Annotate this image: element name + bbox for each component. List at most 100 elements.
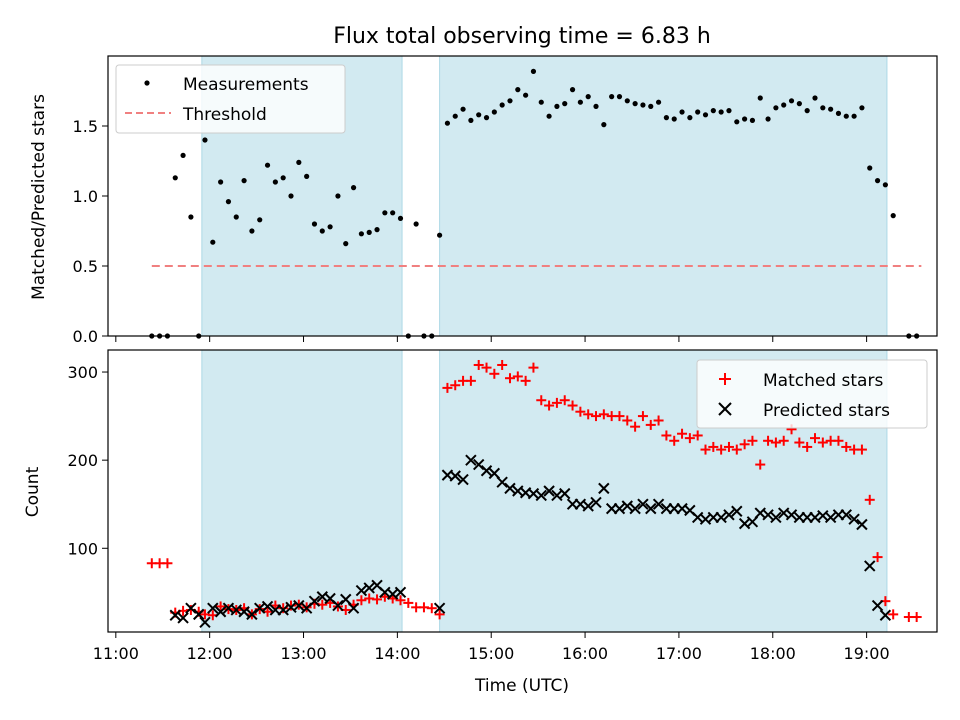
measurement-point-37: [437, 232, 443, 238]
predicted-point-6: [214, 606, 227, 618]
matched-point-52: [551, 397, 562, 408]
measurement-point-44: [491, 109, 497, 115]
predicted-point-51: [598, 482, 610, 495]
measurement-point-93: [874, 178, 881, 184]
measurement-point-83: [796, 101, 802, 107]
measurement-point-24: [335, 193, 341, 199]
measurement-point-42: [476, 112, 482, 118]
matched-point-50: [536, 395, 547, 406]
matched-point-78: [755, 459, 766, 470]
measurement-point-95: [890, 213, 896, 219]
bot-y-tick-label-0: 100: [67, 539, 98, 558]
shaded-span-1: [439, 55, 888, 337]
measurement-point-81: [781, 102, 787, 108]
matched-point-92: [864, 494, 875, 505]
matched-point-93: [872, 552, 883, 563]
predicted-point-73: [770, 511, 782, 524]
predicted-point-85: [864, 560, 876, 572]
measurement-point-73: [718, 109, 724, 115]
measurement-point-16: [272, 179, 278, 185]
top-y-tick-label-1: 0.5: [73, 257, 98, 276]
measurement-point-30: [382, 210, 388, 216]
bot-y-tick-label-1: 200: [67, 451, 98, 470]
matched-point-9: [215, 601, 226, 612]
measurement-point-62: [632, 101, 638, 107]
measurement-point-12: [241, 178, 247, 184]
legend-measurements-label: Measurements: [183, 75, 309, 95]
predicted-point-75: [785, 509, 798, 521]
measurement-point-89: [843, 113, 849, 119]
predicted-point-66: [715, 511, 727, 524]
predicted-point-83: [848, 513, 860, 525]
top-y-tick-label-2: 1.0: [73, 187, 98, 206]
legend-threshold-label: Threshold: [182, 105, 267, 125]
measurement-point-80: [773, 105, 779, 111]
matched-point-54: [567, 400, 578, 411]
predicted-point-2: [185, 602, 197, 614]
measurement-point-21: [311, 221, 318, 227]
measurement-point-61: [624, 98, 630, 104]
measurement-point-70: [695, 109, 701, 115]
predicted-point-12: [261, 600, 274, 613]
matched-point-62: [630, 421, 641, 432]
predicted-point-80: [824, 511, 837, 524]
x-tick-label-6: 17:00: [656, 644, 702, 663]
measurement-point-52: [554, 103, 560, 109]
matched-point-57: [591, 411, 602, 422]
top-y-tick-label-0: 0.0: [73, 327, 98, 346]
measurement-point-4: [180, 152, 186, 158]
matched-point-29: [372, 594, 383, 605]
chart-title: Flux total observing time = 6.83 h: [333, 24, 711, 49]
legend-matched-marker: [719, 373, 731, 385]
matched-point-32: [395, 595, 406, 606]
measurement-point-53: [562, 101, 568, 107]
x-tick-label-0: 11:00: [93, 644, 139, 663]
matched-point-73: [716, 444, 727, 455]
measurement-point-46: [507, 98, 513, 104]
predicted-point-30: [433, 602, 446, 614]
measurement-point-9: [218, 179, 224, 185]
measurement-point-91: [859, 105, 865, 111]
predicted-point-68: [731, 505, 743, 517]
measurement-point-86: [820, 105, 826, 111]
measurement-point-20: [304, 173, 310, 179]
measurement-point-40: [460, 106, 466, 112]
predicted-point-10: [246, 608, 258, 621]
predicted-point-14: [277, 604, 289, 616]
bottom-y-ticks: 100 200 300: [67, 363, 108, 558]
measurement-point-94: [882, 182, 888, 188]
predicted-point-33: [457, 473, 469, 486]
predicted-point-24: [355, 584, 368, 597]
measurement-point-84: [804, 108, 810, 114]
predicted-point-49: [582, 500, 594, 512]
bottom-x-ticks: 11:00 12:00 13:00 14:00 15:00 16:00 17:00 18:00…: [93, 632, 890, 663]
matched-point-56: [583, 409, 594, 420]
measurement-point-54: [569, 87, 576, 93]
predicted-point-44: [543, 485, 555, 497]
matched-point-83: [794, 437, 805, 448]
matched-point-49: [528, 362, 539, 373]
matched-point-84: [802, 441, 813, 452]
top-y-ticks: 0.0 0.5 1.0 1.5: [73, 117, 108, 346]
predicted-point-87: [879, 609, 892, 621]
measurement-point-64: [648, 103, 654, 109]
measurement-point-14: [257, 217, 263, 223]
predicted-point-46: [559, 487, 571, 500]
predicted-point-57: [645, 502, 657, 515]
bottom-panel: 100 200 300 11:00 12:00 13:00 14:00 15:00 16:00…: [23, 349, 938, 696]
matched-point-43: [481, 362, 492, 373]
matched-point-64: [645, 419, 656, 430]
measurement-point-8: [210, 239, 216, 245]
predicted-point-4: [199, 616, 211, 629]
x-tick-label-8: 19:00: [844, 644, 890, 663]
measurement-point-60: [616, 94, 623, 100]
predicted-point-32: [449, 470, 461, 482]
measurement-point-65: [655, 99, 662, 105]
predicted-point-21: [332, 599, 344, 612]
matched-point-37: [434, 609, 445, 620]
matched-point-69: [684, 433, 695, 444]
top-panel: 0.0 0.5 1.0 1.5 Matched/Predicted stars Mea…: [29, 55, 938, 346]
matched-point-45: [497, 359, 508, 370]
matched-point-75: [731, 444, 742, 455]
